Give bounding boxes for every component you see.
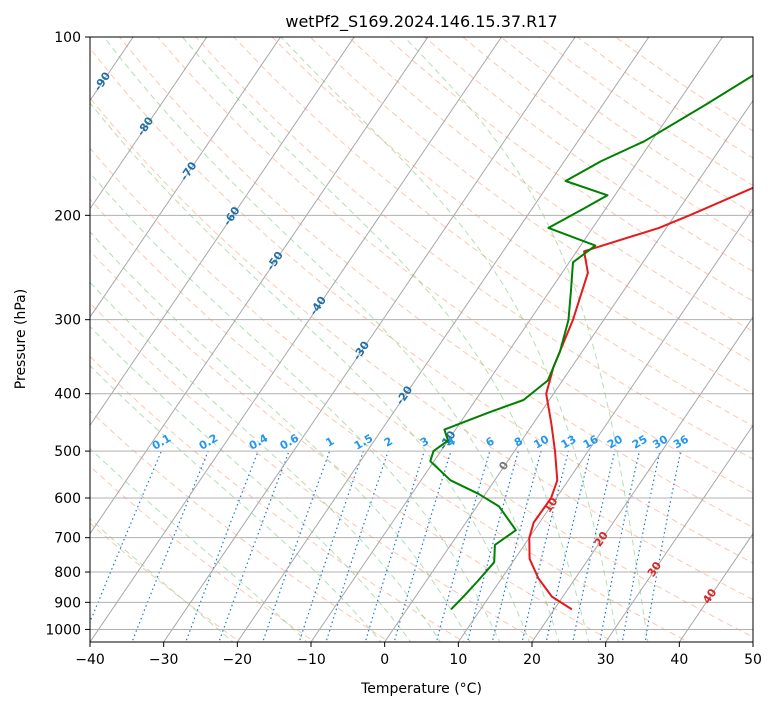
dry-adiabat-line bbox=[90, 47, 753, 564]
y-tick-label: 600 bbox=[54, 491, 81, 507]
x-tick-label: 0 bbox=[380, 652, 389, 668]
isotherm-line bbox=[90, 37, 503, 642]
y-tick-label: 800 bbox=[54, 565, 81, 581]
isotherm-line bbox=[384, 99, 753, 642]
x-tick-label: 30 bbox=[597, 652, 615, 668]
isotherm-line bbox=[90, 37, 355, 427]
mixing-ratio-line bbox=[521, 450, 569, 642]
y-axis-label: Pressure (hPa) bbox=[13, 289, 29, 389]
dry-adiabat-line bbox=[386, 37, 753, 302]
y-tick-label: 200 bbox=[54, 208, 81, 224]
gridlines bbox=[90, 37, 753, 642]
dry-adiabat-line bbox=[90, 410, 391, 642]
dewpoint-profile-line bbox=[429, 74, 753, 611]
x-tick-label: 40 bbox=[670, 652, 688, 668]
dry-adiabat-line bbox=[119, 37, 753, 529]
y-axis-ticks: 100 200 300 400 500 600 700 800 900 1000 bbox=[45, 30, 90, 638]
x-tick-label: 10 bbox=[449, 652, 467, 668]
y-tick-label: 700 bbox=[54, 531, 81, 547]
chart-title: wetPf2_S169.2024.146.15.37.R17 bbox=[285, 12, 557, 32]
plot-frame bbox=[89, 36, 754, 643]
y-tick-label: 100 bbox=[54, 30, 81, 46]
isotherm-line bbox=[605, 424, 753, 642]
mixing-ratio-line bbox=[466, 450, 519, 642]
isotherm-line bbox=[90, 37, 208, 210]
dry-adiabat-line bbox=[90, 97, 753, 601]
y-tick-label: 400 bbox=[54, 387, 81, 403]
x-tick-label: −10 bbox=[296, 652, 326, 668]
dry-adiabat-line bbox=[348, 37, 753, 332]
mixing-ratio-line bbox=[262, 450, 331, 642]
x-tick-label: −40 bbox=[75, 652, 105, 668]
y-tick-label: 900 bbox=[54, 595, 81, 611]
profile-series bbox=[429, 74, 753, 611]
moist-adiabat-line bbox=[90, 231, 471, 642]
dry-adiabat-line bbox=[195, 37, 753, 460]
y-tick-label: 500 bbox=[54, 444, 81, 460]
x-tick-label: 50 bbox=[744, 652, 762, 668]
mixing-ratio-line bbox=[393, 450, 452, 642]
isotherm-line bbox=[236, 37, 650, 642]
y-tick-label: 1000 bbox=[45, 622, 81, 638]
isotherm-line bbox=[457, 207, 753, 642]
mixing-ratio-line bbox=[545, 450, 592, 642]
isotherm-line bbox=[90, 37, 429, 535]
dry-adiabat-line bbox=[157, 37, 753, 494]
isotherm-line bbox=[163, 37, 576, 642]
mixing-ratio-line bbox=[491, 450, 542, 642]
dry-adiabat-line bbox=[233, 37, 753, 427]
dry-adiabat-line bbox=[90, 198, 690, 642]
x-axis-label: Temperature (°C) bbox=[360, 681, 482, 697]
isotherm-line bbox=[310, 37, 724, 642]
mixing-ratio-line bbox=[364, 450, 425, 642]
dry-adiabat-line bbox=[90, 355, 466, 642]
x-tick-label: −30 bbox=[149, 652, 179, 668]
y-tick-label: 300 bbox=[54, 313, 81, 329]
temperature-profile-line bbox=[528, 186, 753, 611]
x-tick-label: −20 bbox=[223, 652, 253, 668]
mixing-ratio-line bbox=[435, 450, 491, 642]
x-tick-label: 20 bbox=[523, 652, 541, 668]
moist-adiabat-line bbox=[90, 172, 501, 642]
isotherm-line bbox=[90, 37, 282, 318]
isotherm-line bbox=[678, 532, 753, 642]
isotherm-line bbox=[531, 316, 753, 642]
mixing-ratio-line bbox=[218, 450, 290, 642]
moist-adiabat-line bbox=[90, 365, 382, 642]
x-axis-ticks: −40 −30 −20 −10 0 10 20 30 40 50 bbox=[75, 642, 762, 668]
